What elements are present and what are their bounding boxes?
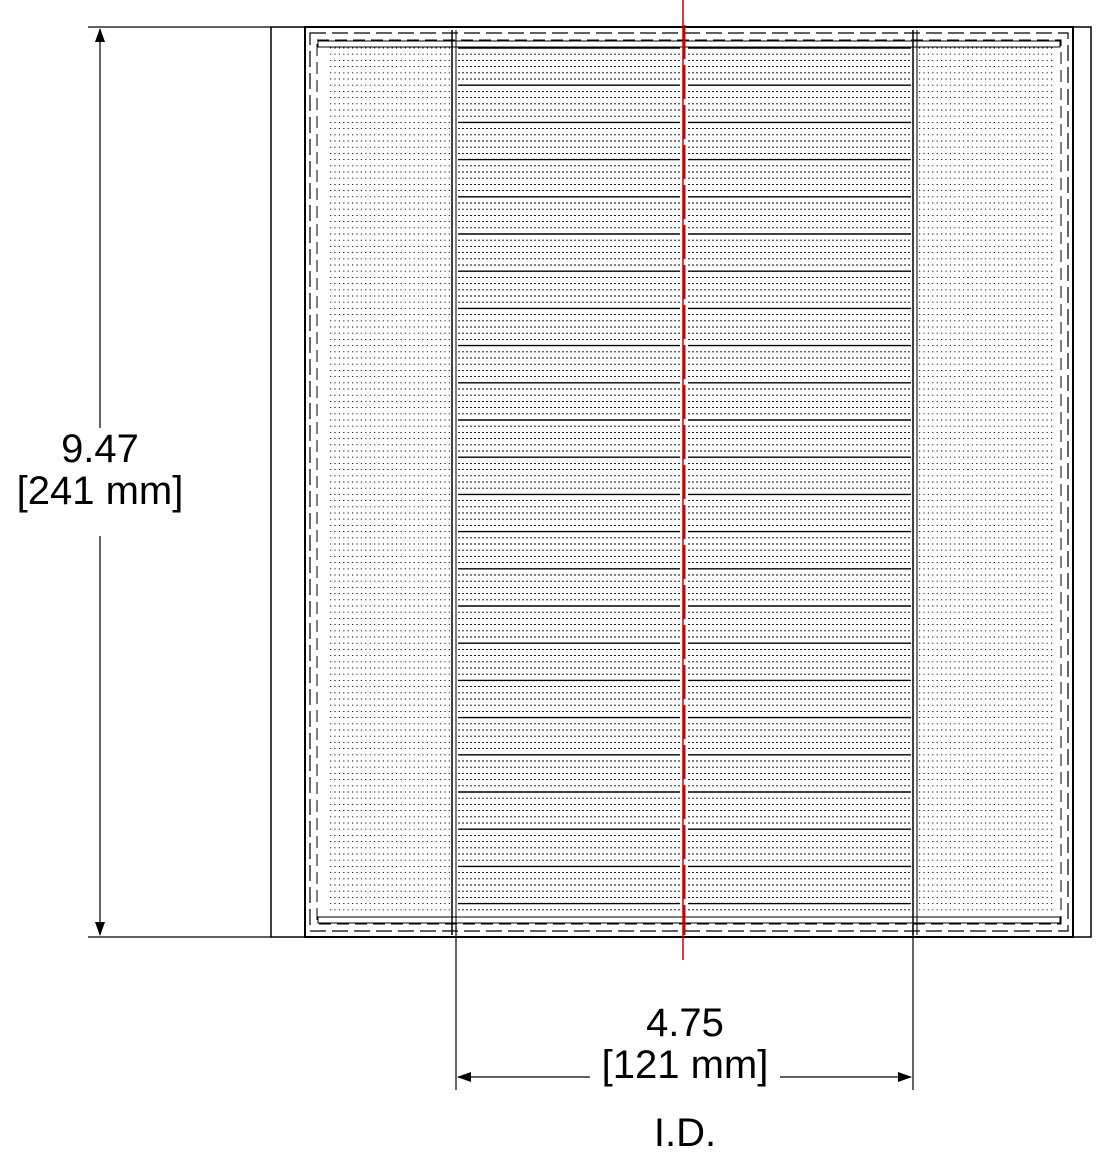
end-cap-outline bbox=[304, 26, 1074, 938]
height-dimension bbox=[88, 26, 271, 938]
hidden-outline-outer bbox=[309, 32, 1069, 932]
id-inches: 4.75 bbox=[646, 1001, 724, 1045]
cartridge-body bbox=[270, 26, 1092, 938]
height-dimension-label: 9.47 [241 mm] bbox=[14, 428, 186, 512]
top-cap-band bbox=[317, 40, 1061, 48]
id-mm: [121 mm] bbox=[601, 1043, 769, 1087]
height-mm: [241 mm] bbox=[16, 469, 184, 513]
id-note: I.D. bbox=[653, 1111, 717, 1155]
id-dimension-label: 4.75 [121 mm] bbox=[590, 1002, 780, 1086]
pleated-media bbox=[330, 47, 1055, 911]
height-inches: 9.47 bbox=[61, 427, 139, 471]
bottom-cap-band bbox=[317, 916, 1061, 924]
id-dimension bbox=[455, 925, 914, 1090]
hidden-outline-inner bbox=[316, 39, 1062, 925]
